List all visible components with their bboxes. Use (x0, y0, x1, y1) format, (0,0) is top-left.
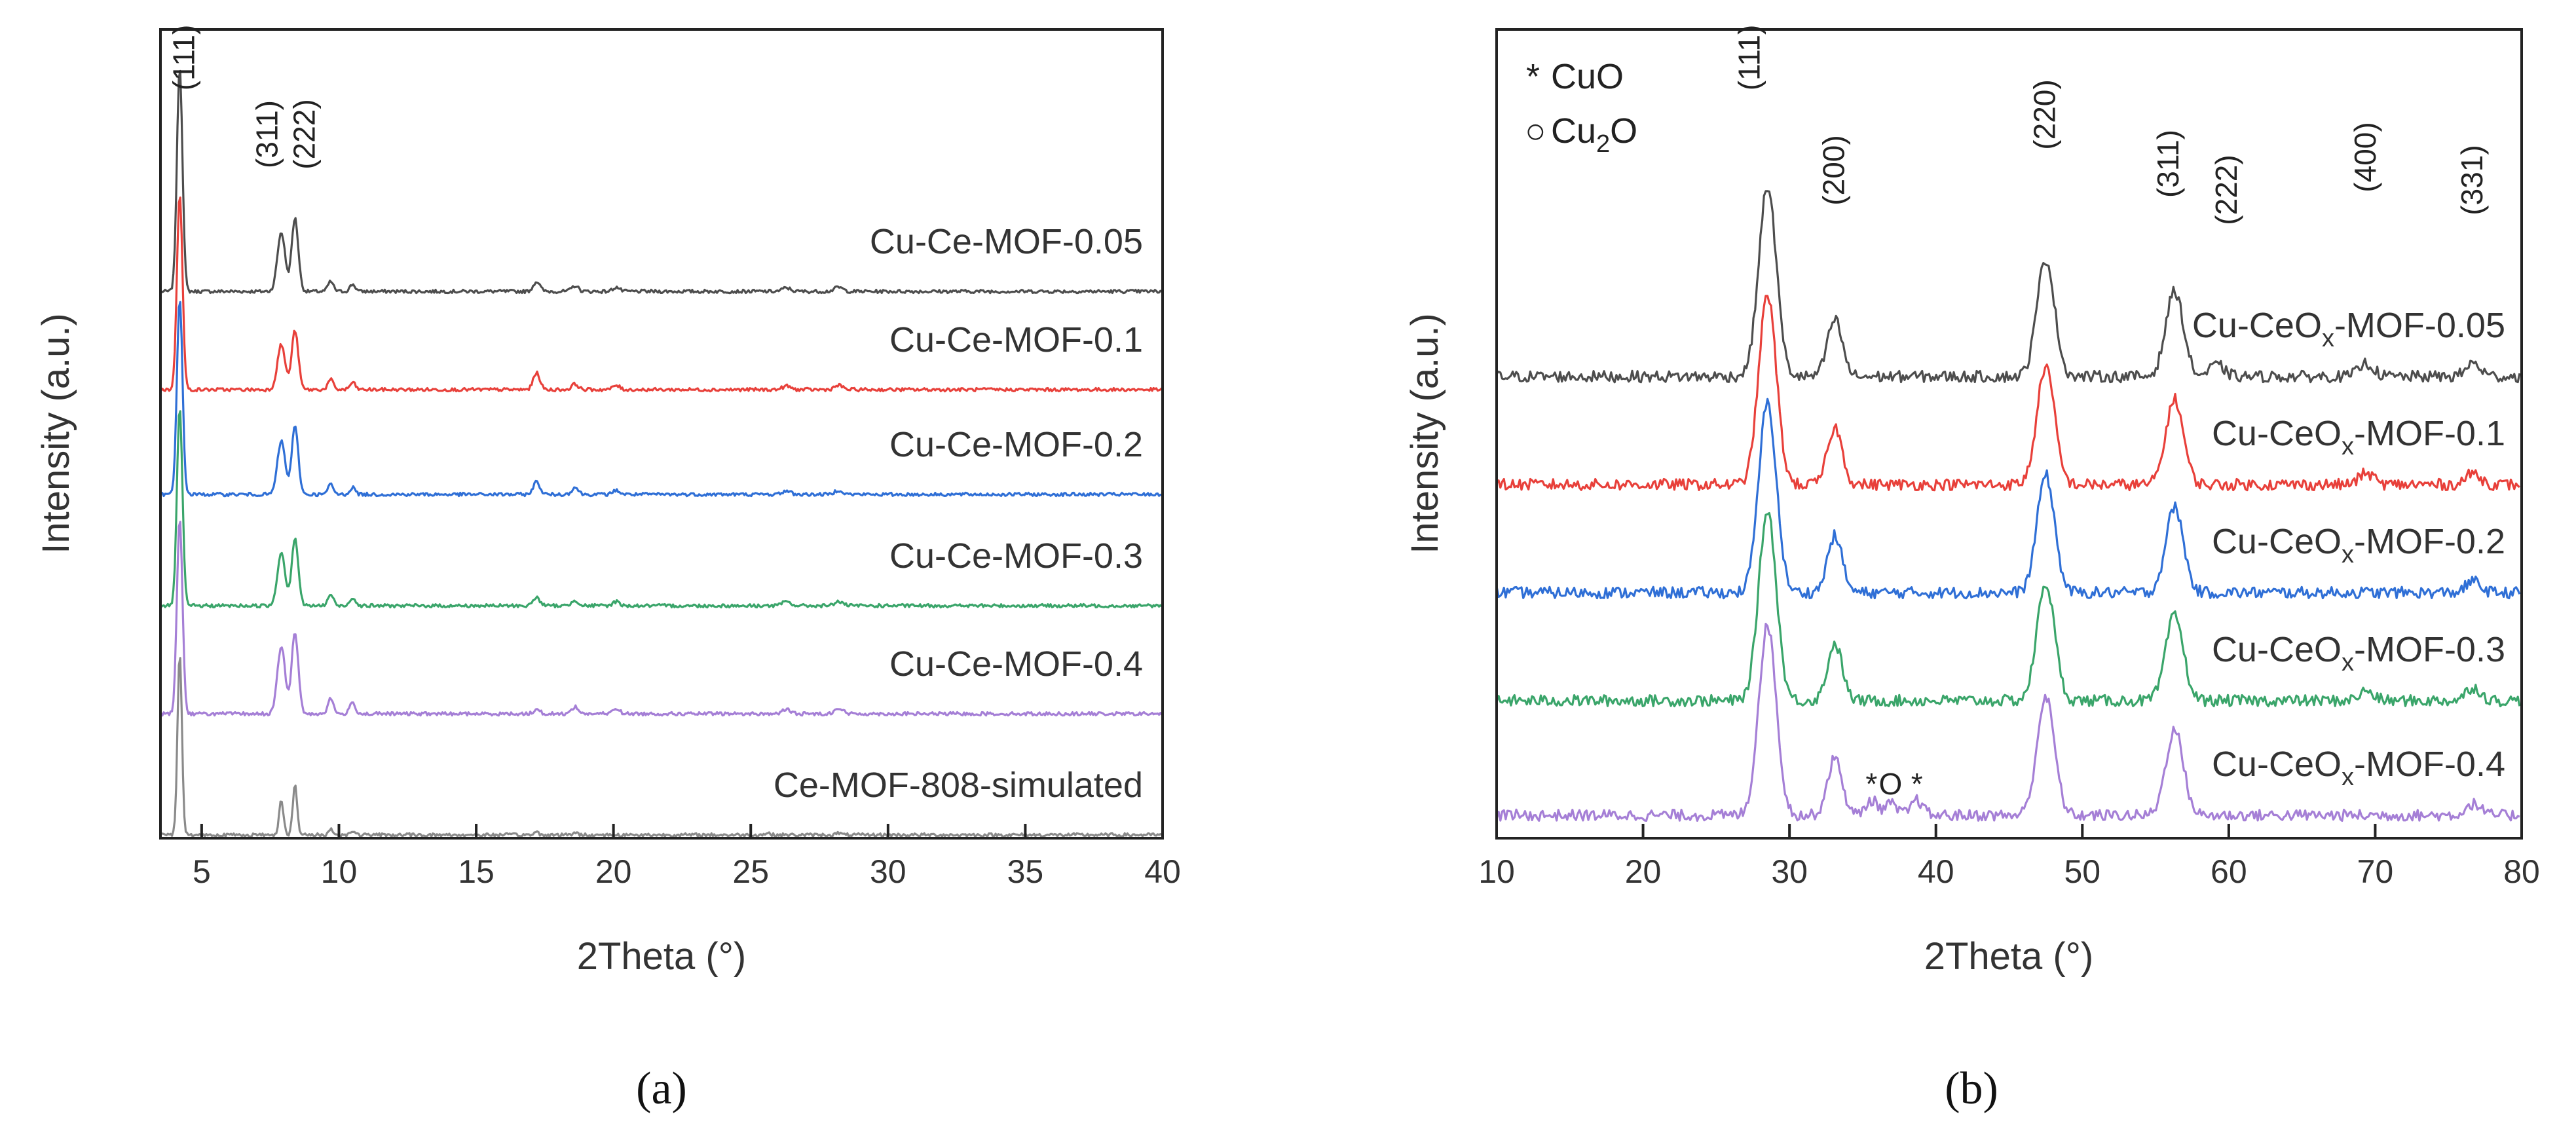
panel-a-x-axis-ticks: 5 10 15 20 25 30 35 40 (193, 824, 1181, 890)
series-label-cu-ce-mof-0-05: Cu-Ce-MOF-0.05 (870, 222, 1143, 261)
panel-b-x-axis-ticks: 10 20 30 40 50 60 70 80 (1478, 824, 2540, 890)
legend-cuo-symbol: * (1526, 57, 1540, 96)
panel-a-peak-labels: (111) (311) (222) (166, 25, 321, 170)
trace-cu-ce-mof-0-2 (160, 301, 1162, 498)
x-tick-label-5: 5 (193, 853, 211, 890)
series-label-cu-ceox-mof-0-05: Cu-CeOx-MOF-0.05 (2192, 306, 2505, 352)
x-tick-label-20: 20 (1625, 853, 1662, 890)
panel-b-legend: * CuO ○ Cu2O (1525, 57, 1637, 158)
panel-a-caption-label: (a) (636, 1063, 687, 1114)
series-label-cu-ceox-mof-0-3: Cu-CeOx-MOF-0.3 (2212, 630, 2505, 676)
legend-cu2o-label: Cu2O (1551, 111, 1637, 158)
panel-b-caption-label: (b) (1945, 1063, 1998, 1114)
x-tick-label-30: 30 (1771, 853, 1808, 890)
x-tick-label-30: 30 (870, 853, 906, 890)
trace-cu-ceox-mof-0-3 (1495, 511, 2521, 708)
panel-b-y-axis-label: Intensity (a.u.) (1404, 313, 1446, 553)
trace-cu-ceox-mof-0-05 (1496, 190, 2521, 384)
legend-cu2o-symbol: ○ (1525, 111, 1546, 151)
trace-ce-mof-808-simulated (160, 657, 1163, 838)
series-label-cu-ce-mof-0-4: Cu-Ce-MOF-0.4 (889, 644, 1143, 684)
phase-mark-cuo-2: * (1911, 767, 1923, 801)
panel-a-plot-frame (159, 28, 1164, 840)
legend-cuo-label: CuO (1551, 57, 1624, 96)
panel-a-traces (160, 69, 1163, 838)
x-tick-label-70: 70 (2357, 853, 2394, 890)
x-tick-label-40: 40 (1918, 853, 1954, 890)
panel-b-chart: Cu-CeOx-MOF-0.05 Cu-CeOx-MOF-0.1 Cu-CeOx-M… (1404, 25, 2540, 1114)
panel-a-y-axis-label: Intensity (a.u.) (35, 313, 77, 553)
peak-label-220: (220) (2027, 79, 2061, 149)
series-label-cu-ceox-mof-0-1: Cu-CeOx-MOF-0.1 (2212, 414, 2505, 460)
trace-cu-ce-mof-0-1 (160, 196, 1163, 393)
x-tick-label-25: 25 (732, 853, 769, 890)
phase-mark-cuo-0: * (1865, 767, 1877, 801)
panel-b-phase-marks: * O * (1865, 767, 1922, 801)
panel-b-peak-labels: (111) (200) (220) (311) (222) (400) (331) (1732, 25, 2490, 225)
trace-cu-ceox-mof-0-2 (1495, 397, 2521, 600)
x-tick-label-60: 60 (2211, 853, 2247, 890)
series-label-cu-ce-mof-0-3: Cu-Ce-MOF-0.3 (889, 536, 1143, 576)
x-tick-label-50: 50 (2064, 853, 2100, 890)
trace-cu-ce-mof-0-05 (160, 69, 1163, 295)
trace-cu-ce-mof-0-4 (160, 521, 1163, 717)
peak-label-200: (200) (1816, 135, 1850, 205)
panel-a-x-axis-label: 2Theta (°) (577, 935, 747, 978)
peak-label-222: (222) (287, 99, 321, 169)
peak-label-400: (400) (2348, 122, 2382, 192)
series-label-cu-ceox-mof-0-4: Cu-CeOx-MOF-0.4 (2212, 745, 2505, 791)
panel-b-series-labels: Cu-CeOx-MOF-0.05 Cu-CeOx-MOF-0.1 Cu-CeOx-M… (2192, 306, 2505, 791)
x-tick-label-80: 80 (2503, 853, 2540, 890)
series-label-ce-mof-808-simulated: Ce-MOF-808-simulated (774, 766, 1143, 805)
panel-a-chart: Cu-Ce-MOF-0.05 Cu-Ce-MOF-0.1 Cu-Ce-MOF-0.2… (35, 25, 1181, 1114)
x-tick-label-35: 35 (1007, 853, 1044, 890)
peak-label-222: (222) (2209, 155, 2243, 225)
series-label-cu-ce-mof-0-2: Cu-Ce-MOF-0.2 (889, 425, 1143, 464)
trace-cu-ceox-mof-0-1 (1496, 295, 2520, 492)
peak-label-331: (331) (2455, 145, 2489, 215)
panel-a-series-labels: Cu-Ce-MOF-0.05 Cu-Ce-MOF-0.1 Cu-Ce-MOF-0.2… (774, 222, 1143, 805)
x-tick-label-10: 10 (321, 853, 358, 890)
trace-cu-ceox-mof-0-4 (1495, 623, 2520, 822)
panel-b-plot-frame (1495, 28, 2523, 840)
x-tick-label-10: 10 (1478, 853, 1515, 890)
phase-mark-cu2o-1: O (1879, 767, 1903, 801)
series-label-cu-ceox-mof-0-2: Cu-CeOx-MOF-0.2 (2212, 522, 2505, 568)
peak-label-111: (111) (166, 25, 200, 91)
x-tick-label-40: 40 (1144, 853, 1181, 890)
series-label-cu-ce-mof-0-1: Cu-Ce-MOF-0.1 (889, 320, 1143, 360)
peak-label-311: (311) (250, 100, 284, 168)
panel-b-x-axis-label: 2Theta (°) (1924, 935, 2094, 978)
peak-label-311: (311) (2151, 130, 2185, 198)
x-tick-label-15: 15 (458, 853, 495, 890)
x-tick-label-20: 20 (595, 853, 632, 890)
trace-cu-ce-mof-0-3 (160, 410, 1163, 609)
peak-label-111: (111) (1732, 25, 1766, 91)
panel-b-traces (1495, 190, 2521, 822)
